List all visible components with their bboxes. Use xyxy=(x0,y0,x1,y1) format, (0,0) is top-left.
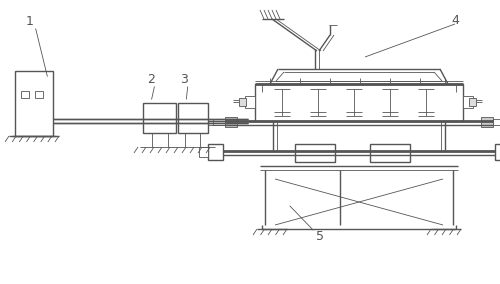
Bar xyxy=(245,96,255,108)
Text: 1: 1 xyxy=(26,14,34,28)
Bar xyxy=(199,147,208,157)
Bar xyxy=(213,119,225,125)
Bar xyxy=(225,117,237,127)
Bar xyxy=(35,91,43,98)
Bar xyxy=(21,91,29,98)
Bar xyxy=(295,144,335,162)
Bar xyxy=(495,144,500,160)
Bar xyxy=(255,84,463,121)
Text: 3: 3 xyxy=(180,72,188,85)
Bar xyxy=(463,96,473,108)
Bar xyxy=(493,119,500,125)
Bar xyxy=(481,117,493,127)
Bar xyxy=(15,71,53,136)
Bar xyxy=(178,103,208,133)
Bar xyxy=(239,98,246,106)
Text: 2: 2 xyxy=(147,72,155,85)
Bar xyxy=(143,103,176,133)
Text: 5: 5 xyxy=(316,231,324,243)
Bar xyxy=(469,98,476,106)
Bar xyxy=(208,144,223,160)
Bar xyxy=(370,144,410,162)
Text: 4: 4 xyxy=(451,14,459,26)
